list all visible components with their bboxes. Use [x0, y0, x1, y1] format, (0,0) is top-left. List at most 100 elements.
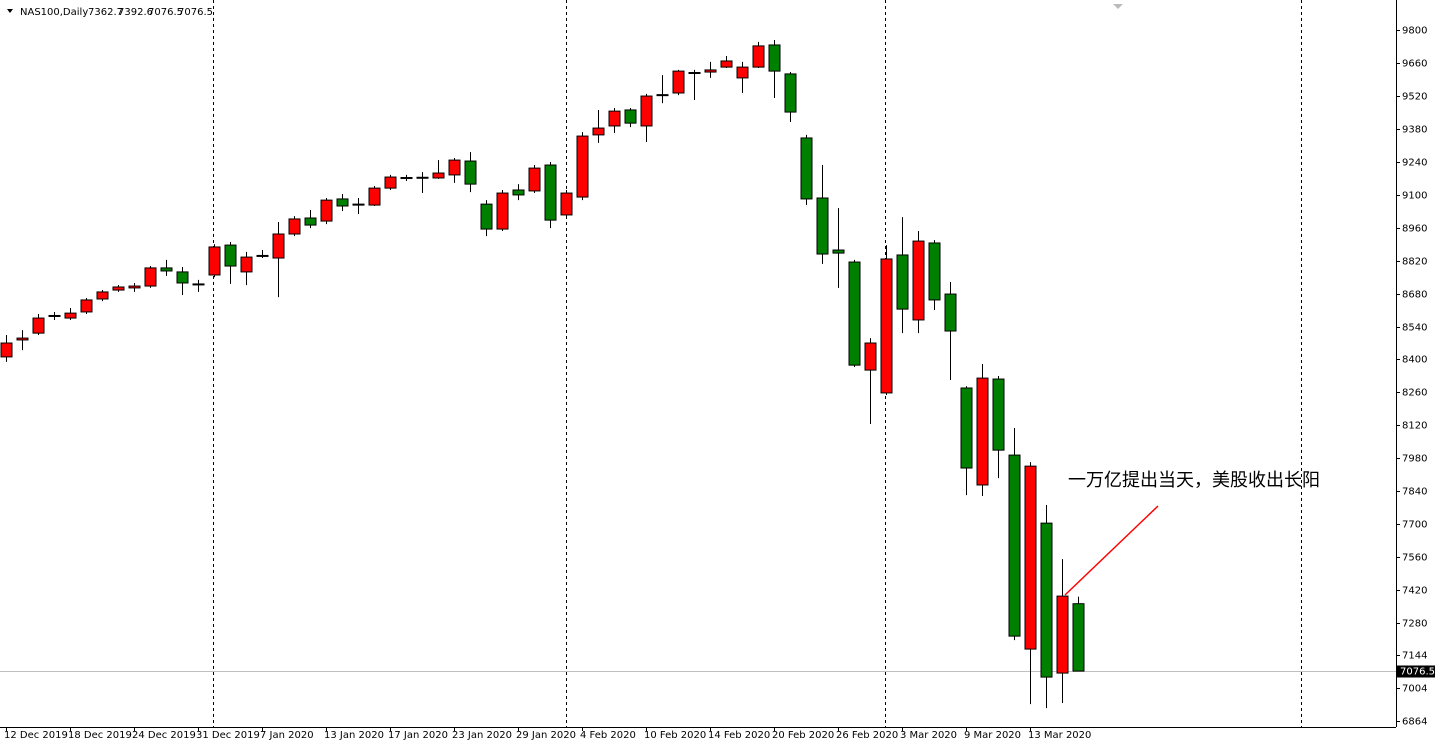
candle-body	[656, 94, 669, 97]
candle-body	[720, 60, 733, 68]
candle-body	[496, 192, 509, 230]
y-tick-label: 8540	[1402, 323, 1427, 334]
candle-body	[224, 244, 237, 267]
header-high: 7392.6	[118, 7, 153, 18]
y-tick-label: 8820	[1402, 257, 1427, 268]
x-tick-label: 31 Dec 2019	[196, 730, 260, 741]
candle-body	[992, 378, 1005, 451]
candle-body	[832, 249, 845, 254]
candle-body	[112, 286, 125, 291]
candle-body	[128, 285, 141, 289]
x-tick-label: 10 Feb 2020	[644, 730, 706, 741]
candle-body	[304, 217, 317, 226]
y-tick-label: 9240	[1402, 158, 1427, 169]
candle-body	[528, 167, 541, 192]
shift-marker	[1113, 4, 1123, 9]
symbol-label: NAS100,Daily	[20, 7, 88, 18]
candle-body	[480, 203, 493, 230]
x-tick-label: 17 Jan 2020	[388, 730, 448, 741]
candle-body	[960, 387, 973, 469]
x-tick-label: 3 Mar 2020	[900, 730, 957, 741]
x-tick-label: 14 Feb 2020	[708, 730, 770, 741]
y-tick-label: 9660	[1402, 59, 1427, 70]
header-low: 7076.5	[148, 7, 183, 18]
candle-body	[800, 137, 813, 200]
candle-body	[848, 261, 861, 366]
candle-body	[592, 127, 605, 136]
header-close: 7076.5	[178, 7, 213, 18]
y-tick-label: 8960	[1402, 224, 1427, 235]
candle-body	[816, 197, 829, 255]
candle-body	[64, 312, 77, 319]
candle-body	[80, 299, 93, 313]
candle-body	[896, 254, 909, 310]
candle-body	[864, 342, 877, 371]
candle-body	[768, 44, 781, 72]
candle-body	[416, 176, 429, 179]
y-tick-label: 7280	[1402, 619, 1427, 630]
candle-body	[1040, 522, 1053, 678]
x-tick-label: 23 Jan 2020	[452, 730, 512, 741]
candle-body	[512, 189, 525, 196]
candle-body	[144, 267, 157, 287]
candle-body	[432, 172, 445, 179]
x-tick-label: 12 Dec 2019	[4, 730, 68, 741]
candle-body	[1056, 595, 1069, 674]
x-tick-label: 26 Feb 2020	[836, 730, 898, 741]
candle-body	[704, 69, 717, 73]
candle-body	[448, 159, 461, 176]
y-tick-label: 7004	[1402, 684, 1427, 695]
y-tick-label: 9100	[1402, 191, 1427, 202]
candle-body	[688, 72, 701, 75]
x-tick-label: 18 Dec 2019	[68, 730, 132, 741]
x-tick-label: 7 Jan 2020	[260, 730, 314, 741]
x-tick-label: 4 Feb 2020	[580, 730, 636, 741]
y-tick-label: 8400	[1402, 355, 1427, 366]
current-price-label: 7076.5	[1400, 667, 1435, 678]
y-tick-label: 9380	[1402, 125, 1427, 136]
y-tick-label: 8120	[1402, 421, 1427, 432]
candle-body	[1024, 465, 1037, 650]
candle-body	[1072, 603, 1085, 672]
candle-body	[672, 70, 685, 94]
candle-body	[1008, 454, 1021, 637]
y-tick-label: 7700	[1402, 520, 1427, 531]
candle-body	[288, 218, 301, 235]
candle-body	[912, 240, 925, 321]
menu-triangle	[7, 9, 13, 13]
y-tick-label: 7560	[1402, 553, 1427, 564]
candle-body	[352, 203, 365, 206]
y-tick-label: 7420	[1402, 586, 1427, 597]
candle-body	[336, 198, 349, 207]
candle-body	[608, 110, 621, 127]
annotation: 一万亿提出当天，美股收出长阳	[1068, 470, 1320, 491]
candle-body	[320, 199, 333, 222]
candle-body	[256, 254, 269, 257]
candle-body	[976, 377, 989, 486]
y-tick-label: 7840	[1402, 487, 1427, 498]
candle-body	[880, 258, 893, 394]
current-price-box	[1397, 665, 1435, 678]
x-tick-label: 24 Dec 2019	[132, 730, 196, 741]
y-tick-label: 9800	[1402, 26, 1427, 37]
candle-body	[176, 271, 189, 284]
candle-body	[944, 293, 957, 332]
y-tick-label: 7980	[1402, 454, 1427, 465]
x-tick-label: 13 Mar 2020	[1028, 730, 1091, 741]
candle-body	[784, 73, 797, 113]
candle-body	[160, 267, 173, 272]
candle-body	[32, 317, 45, 334]
candle-body	[544, 164, 557, 221]
candle-body	[928, 242, 941, 301]
candle-body	[368, 187, 381, 206]
candle-body	[384, 176, 397, 189]
candle-body	[576, 135, 589, 198]
candle-body	[240, 256, 253, 273]
candle-body	[0, 342, 13, 358]
y-tick-label: 7144	[1402, 651, 1427, 662]
header-open: 7362.7	[88, 7, 123, 18]
candle-body	[752, 45, 765, 68]
candle-body	[736, 66, 749, 79]
